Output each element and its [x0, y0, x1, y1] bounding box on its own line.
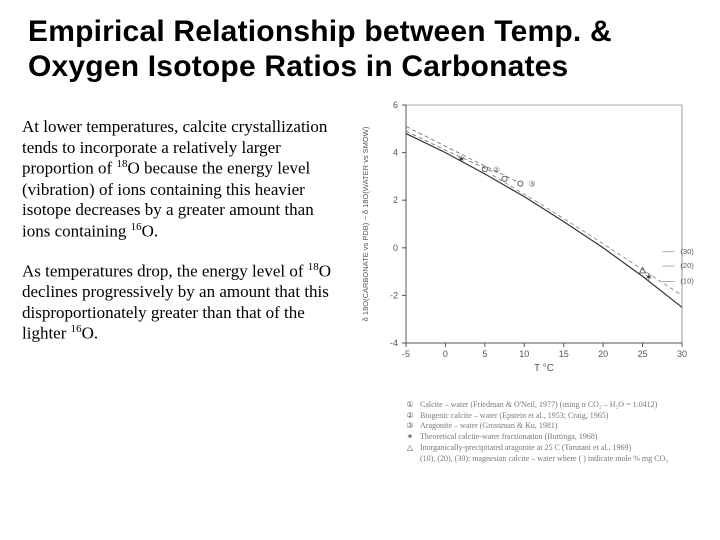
chart-legend: ① Calcite – water (Friedman & O'Neil, 197…	[348, 398, 698, 465]
p2-iso1: 18	[308, 261, 319, 273]
svg-text:0: 0	[393, 243, 398, 253]
svg-text:②: ②	[493, 165, 500, 174]
legend-symbol: △	[404, 443, 416, 454]
svg-text:(10): (10)	[680, 276, 694, 285]
svg-text:T °C: T °C	[534, 363, 554, 374]
svg-text:-2: -2	[390, 290, 398, 300]
legend-row: △ Inorganically-precipitated aragonite at…	[404, 443, 698, 454]
svg-text:15: 15	[559, 349, 569, 359]
p1-seg-c: O.	[142, 222, 159, 241]
legend-symbol: ②	[404, 411, 416, 422]
svg-text:5: 5	[482, 349, 487, 359]
svg-text:δ 18O(CARBONATE vs PDB) − δ 18: δ 18O(CARBONATE vs PDB) − δ 18O(WATER vs…	[361, 126, 370, 321]
text-column: At lower temperatures, calcite crystalli…	[22, 99, 342, 363]
legend-text: Calcite – water (Friedman & O'Neil, 1977…	[420, 400, 657, 411]
legend-text: Aragonite – water (Grossman & Ku, 1981)	[420, 421, 558, 432]
chart-column: -5 0 5 10 15 20 25 30 T °C -4 -2 0 2 4 6 δ 18O(CARBONAT…	[348, 93, 698, 465]
legend-row: ① Calcite – water (Friedman & O'Neil, 197…	[404, 400, 698, 411]
svg-text:-4: -4	[390, 338, 398, 348]
svg-text:✶: ✶	[645, 272, 653, 283]
svg-text:20: 20	[598, 349, 608, 359]
p1-iso1: 18	[116, 158, 127, 170]
legend-row: ✶ Theoretical calcite-water fractionation…	[404, 432, 698, 443]
svg-text:(20): (20)	[680, 261, 694, 270]
legend-text: (10), (20), (30): magnesian calcite – wa…	[420, 454, 668, 465]
chart: -5 0 5 10 15 20 25 30 T °C -4 -2 0 2 4 6 δ 18O(CARBONAT…	[348, 93, 698, 398]
paragraph-1: At lower temperatures, calcite crystalli…	[22, 117, 342, 243]
svg-text:30: 30	[677, 349, 687, 359]
svg-text:✶: ✶	[457, 155, 465, 166]
legend-symbol: ③	[404, 421, 416, 432]
legend-text: Biogenic calcite – water (Epstein et al.…	[420, 411, 608, 422]
legend-text: Inorganically-precipitated aragonite at …	[420, 443, 631, 454]
svg-text:2: 2	[393, 195, 398, 205]
legend-symbol: ①	[404, 400, 416, 411]
p2-iso2: 16	[71, 323, 82, 335]
svg-text:-5: -5	[402, 349, 410, 359]
legend-row: (10), (20), (30): magnesian calcite – wa…	[404, 454, 698, 465]
p2-seg-a: As temperatures drop, the energy level o…	[22, 261, 308, 280]
slide: Empirical Relationship between Temp. & O…	[0, 0, 720, 540]
svg-text:6: 6	[393, 100, 398, 110]
legend-symbol: ✶	[404, 432, 416, 443]
legend-row: ② Biogenic calcite – water (Epstein et al…	[404, 411, 698, 422]
legend-text: Theoretical calcite-water fractionation …	[420, 432, 597, 443]
svg-text:25: 25	[638, 349, 648, 359]
svg-text:③: ③	[528, 179, 535, 188]
p1-iso2: 16	[131, 221, 142, 233]
svg-text:4: 4	[393, 147, 398, 157]
svg-text:10: 10	[519, 349, 529, 359]
svg-text:(30): (30)	[680, 247, 694, 256]
svg-text:0: 0	[443, 349, 448, 359]
body-row: At lower temperatures, calcite crystalli…	[22, 99, 698, 465]
paragraph-2: As temperatures drop, the energy level o…	[22, 261, 342, 345]
chart-svg: -5 0 5 10 15 20 25 30 T °C -4 -2 0 2 4 6 δ 18O(CARBONAT…	[348, 93, 698, 393]
p2-seg-c: O.	[82, 324, 99, 343]
legend-row: ③ Aragonite – water (Grossman & Ku, 1981)	[404, 421, 698, 432]
slide-title: Empirical Relationship between Temp. & O…	[28, 14, 698, 85]
